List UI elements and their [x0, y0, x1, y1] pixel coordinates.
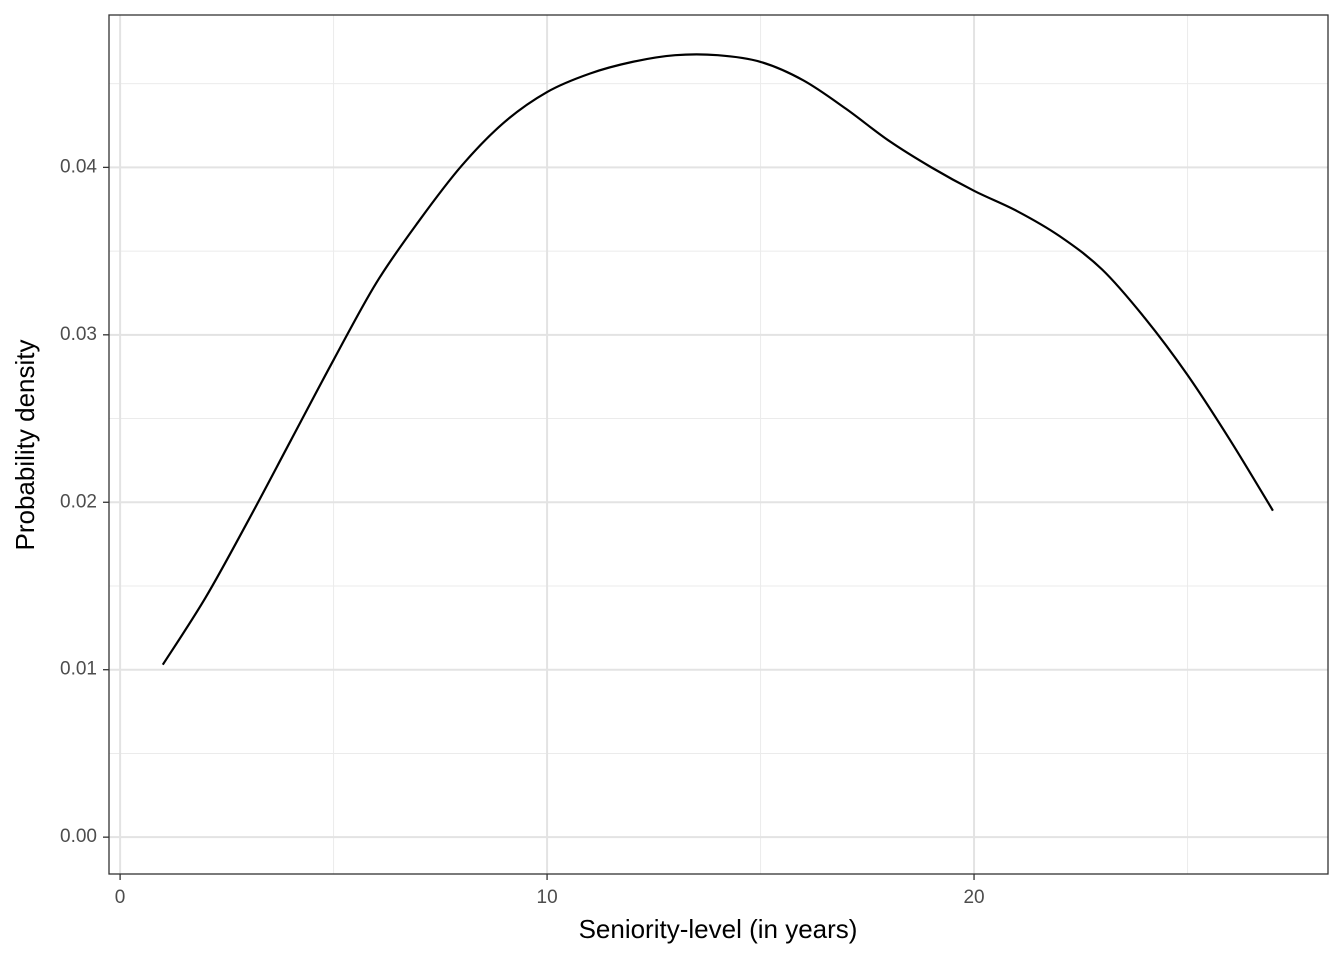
plot-area: [161, 53, 1274, 666]
x-tick-label: 10: [537, 887, 558, 908]
y-tick-label: 0.03: [60, 324, 97, 345]
x-tick-label: 20: [963, 887, 984, 908]
x-tick-label: 0: [115, 887, 126, 908]
y-tick-label: 0.01: [60, 659, 97, 680]
density-line: [161, 53, 1274, 666]
y-tick-label: 0.02: [60, 491, 97, 512]
y-axis-title: Probability density: [10, 340, 40, 551]
x-axis-title: Seniority-level (in years): [579, 914, 858, 944]
y-tick-label: 0.04: [60, 156, 97, 177]
panel-border: [108, 14, 1329, 875]
y-tick-label: 0.00: [60, 826, 97, 847]
grid: [109, 15, 1328, 874]
